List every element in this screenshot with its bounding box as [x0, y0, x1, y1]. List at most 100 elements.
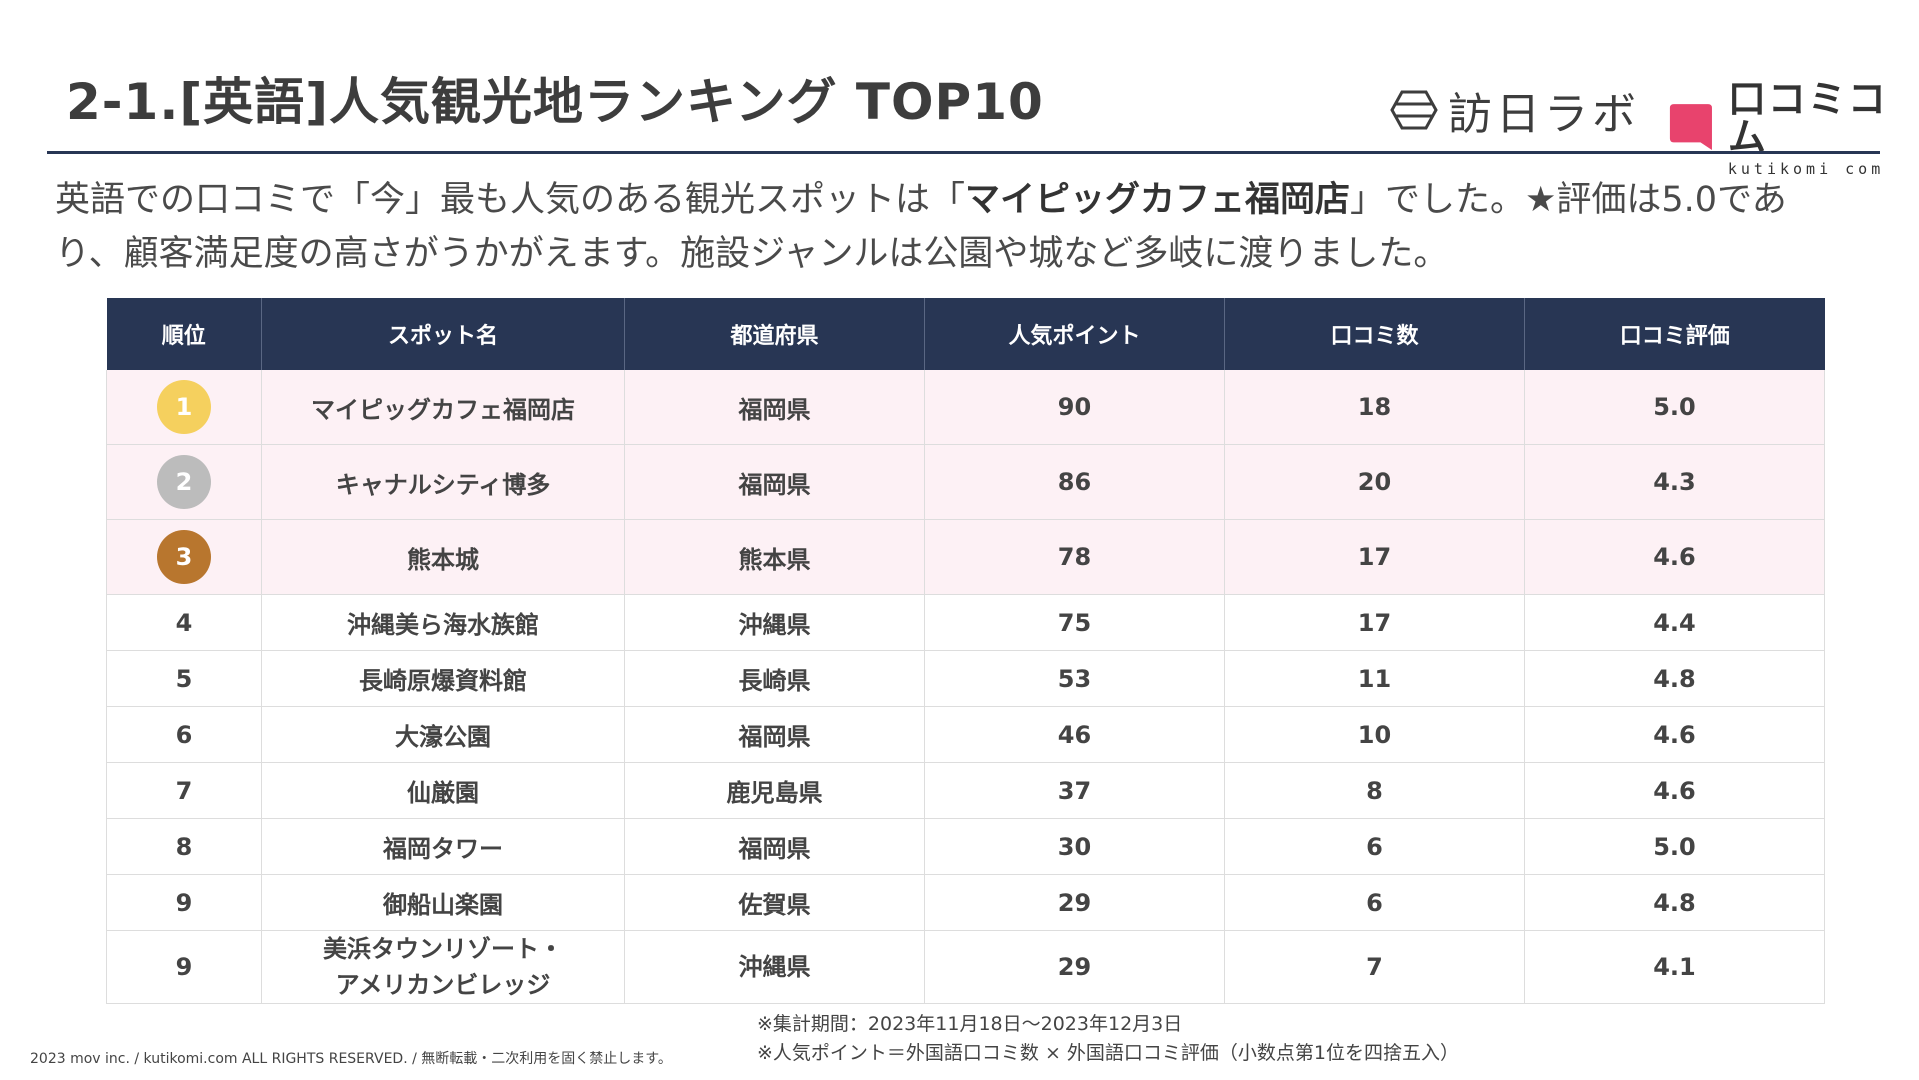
rating-cell: 4.3: [1524, 444, 1825, 520]
table-row: 3 熊本城 熊本県 78 17 4.6: [106, 519, 1825, 595]
rank-cell: 6: [106, 706, 262, 763]
kutikomi-logo: 口コミコム kutikomi com: [1668, 80, 1919, 177]
rank-cell: 9: [106, 930, 262, 1004]
logo-kutikomi-name: 口コミコム: [1727, 77, 1888, 159]
spot-name-cell: キャナルシティ博多: [261, 444, 625, 520]
spot-name-cell: 仙厳園: [261, 762, 625, 819]
note-formula: ※人気ポイント＝外国語口コミ数 × 外国語口コミ評価（小数点第1位を四捨五入）: [757, 1042, 1460, 1064]
table-row: 2 キャナルシティ博多 福岡県 86 20 4.3: [106, 444, 1825, 520]
reviews-cell: 10: [1224, 706, 1525, 763]
page-title: 2-1.[英語]人気観光地ランキング TOP10: [66, 73, 1044, 131]
prefecture-cell: 長崎県: [624, 650, 925, 707]
silver-medal-badge: 2: [157, 455, 211, 509]
rank-cell: 5: [106, 650, 262, 707]
points-cell: 29: [924, 874, 1225, 931]
prefecture-cell: 佐賀県: [624, 874, 925, 931]
header-review-count: 口コミ数: [1224, 298, 1525, 370]
rating-cell: 5.0: [1524, 818, 1825, 875]
spot-name-cell: 長崎原爆資料館: [261, 650, 625, 707]
prefecture-cell: 熊本県: [624, 519, 925, 595]
summary-highlight: マイピッグカフェ福岡店: [965, 180, 1351, 220]
logo-lab-text: 訪日ラボ: [1448, 89, 1640, 140]
summary-part1: 英語での口コミで「今」最も人気のある観光スポットは「: [55, 180, 966, 220]
rank-cell: 9: [106, 874, 262, 931]
speech-bubble-logo-icon: [1669, 103, 1712, 150]
logo-kutikomi-sub: kutikomi com: [1727, 160, 1885, 178]
reviews-cell: 17: [1224, 594, 1525, 651]
reviews-cell: 20: [1224, 444, 1525, 520]
footnotes: ※集計期間：2023年11月18日～2023年12月3日 ※人気ポイント＝外国語…: [757, 1010, 1459, 1068]
table-row: 8 福岡タワー 福岡県 30 6 5.0: [106, 818, 1825, 875]
table-row: 4 沖縄美ら海水族館 沖縄県 75 17 4.4: [106, 594, 1825, 651]
table-row: 9 御船山楽園 佐賀県 29 6 4.8: [106, 874, 1825, 931]
spot-name-cell: 福岡タワー: [261, 818, 625, 875]
spot-name-cell: 大濠公園: [261, 706, 625, 763]
spot-name-cell: マイピッグカフェ福岡店: [261, 370, 625, 445]
reviews-cell: 6: [1224, 818, 1525, 875]
reviews-cell: 18: [1224, 370, 1525, 445]
points-cell: 53: [924, 650, 1225, 707]
prefecture-cell: 福岡県: [624, 370, 925, 445]
spot-name-cell: 熊本城: [261, 519, 625, 595]
prefecture-cell: 福岡県: [624, 818, 925, 875]
summary-part2: 」でした。★評価は5.0であり、顧客満足度の高さがうかがえます。施設ジャンルは公…: [55, 180, 1787, 274]
rank-cell: 3: [106, 519, 262, 595]
header-spot-name: スポット名: [261, 298, 625, 370]
ranking-table: 順位 スポット名 都道府県 人気ポイント 口コミ数 口コミ評価 1 マイピッグカ…: [106, 298, 1825, 1004]
bronze-medal-badge: 3: [157, 530, 211, 584]
rank-cell: 7: [106, 762, 262, 819]
header-review-rating: 口コミ評価: [1524, 298, 1825, 370]
spot-name-line2: アメリカンビレッジ: [335, 971, 551, 999]
header-rank: 順位: [106, 298, 262, 370]
points-cell: 29: [924, 930, 1225, 1004]
rating-cell: 4.4: [1524, 594, 1825, 651]
rating-cell: 4.8: [1524, 650, 1825, 707]
points-cell: 30: [924, 818, 1225, 875]
reviews-cell: 11: [1224, 650, 1525, 707]
table-row: 5 長崎原爆資料館 長崎県 53 11 4.8: [106, 650, 1825, 707]
spot-name-cell: 御船山楽園: [261, 874, 625, 931]
gold-medal-badge: 1: [157, 380, 211, 434]
reviews-cell: 17: [1224, 519, 1525, 595]
spot-name-line1: 美浜タウンリゾート・: [323, 935, 563, 963]
rating-cell: 4.6: [1524, 519, 1825, 595]
points-cell: 46: [924, 706, 1225, 763]
reviews-cell: 8: [1224, 762, 1525, 819]
title-divider: [47, 151, 1880, 154]
rank-cell: 1: [106, 370, 262, 445]
table-row: 6 大濠公園 福岡県 46 10 4.6: [106, 706, 1825, 763]
reviews-cell: 6: [1224, 874, 1525, 931]
reviews-cell: 7: [1224, 930, 1525, 1004]
header-popularity-points: 人気ポイント: [924, 298, 1225, 370]
rating-cell: 5.0: [1524, 370, 1825, 445]
rank-cell: 8: [106, 818, 262, 875]
note-period: ※集計期間：2023年11月18日～2023年12月3日: [757, 1013, 1183, 1035]
hexagon-logo-icon: [1390, 90, 1438, 130]
rating-cell: 4.1: [1524, 930, 1825, 1004]
rating-cell: 4.6: [1524, 762, 1825, 819]
rank-cell: 2: [106, 444, 262, 520]
summary-text: 英語での口コミで「今」最も人気のある観光スポットは「マイピッグカフェ福岡店」でし…: [55, 173, 1845, 281]
rating-cell: 4.8: [1524, 874, 1825, 931]
spot-name-cell: 美浜タウンリゾート・ アメリカンビレッジ: [261, 930, 625, 1004]
spot-name-cell: 沖縄美ら海水族館: [261, 594, 625, 651]
prefecture-cell: 鹿児島県: [624, 762, 925, 819]
table-row: 7 仙厳園 鹿児島県 37 8 4.6: [106, 762, 1825, 819]
points-cell: 78: [924, 519, 1225, 595]
points-cell: 86: [924, 444, 1225, 520]
prefecture-cell: 福岡県: [624, 444, 925, 520]
points-cell: 90: [924, 370, 1225, 445]
rating-cell: 4.6: [1524, 706, 1825, 763]
header-prefecture: 都道府県: [624, 298, 925, 370]
points-cell: 37: [924, 762, 1225, 819]
prefecture-cell: 沖縄県: [624, 930, 925, 1004]
houjin-lab-logo: 訪日ラボ: [1390, 82, 1640, 140]
table-row: 1 マイピッグカフェ福岡店 福岡県 90 18 5.0: [106, 370, 1825, 445]
prefecture-cell: 沖縄県: [624, 594, 925, 651]
prefecture-cell: 福岡県: [624, 706, 925, 763]
points-cell: 75: [924, 594, 1225, 651]
table-row: 9 美浜タウンリゾート・ アメリカンビレッジ 沖縄県 29 7 4.1: [106, 930, 1825, 1004]
rank-cell: 4: [106, 594, 262, 651]
table-header-row: 順位 スポット名 都道府県 人気ポイント 口コミ数 口コミ評価: [106, 298, 1825, 370]
copyright-text: 2023 mov inc. / kutikomi.com ALL RIGHTS …: [30, 1051, 672, 1067]
